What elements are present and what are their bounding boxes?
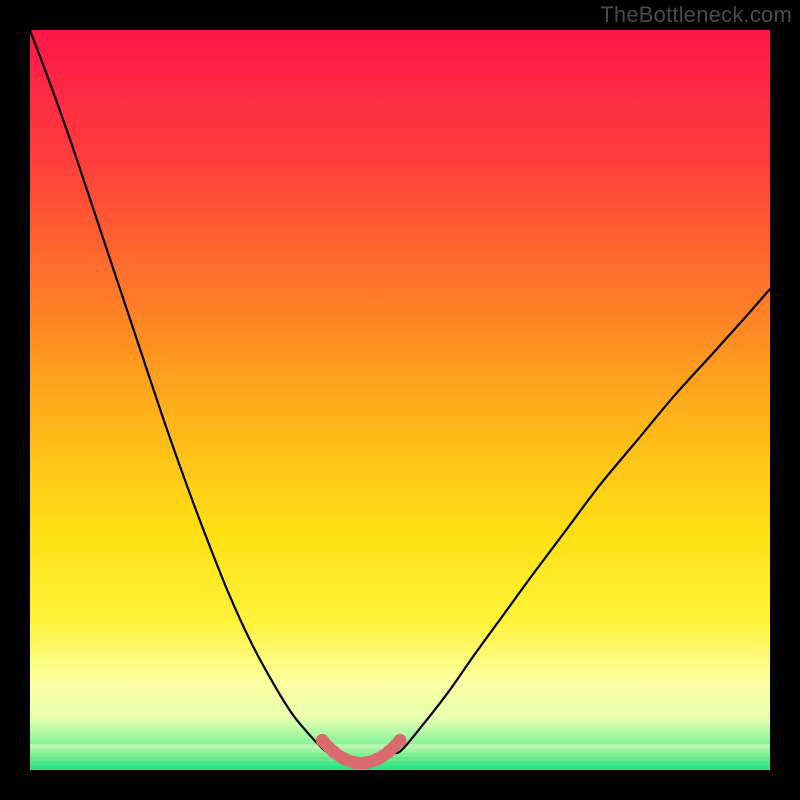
trough-bead [349, 756, 362, 769]
bottleneck-curve [30, 30, 770, 763]
figure-root: TheBottleneck.com [0, 0, 800, 800]
trough-bead [394, 734, 407, 747]
chart-curves-layer [30, 30, 770, 770]
trough-bead [327, 745, 340, 758]
watermark-text: TheBottleneck.com [600, 2, 792, 28]
chart-area [30, 30, 770, 770]
trough-bead [360, 756, 373, 769]
trough-bead [382, 745, 395, 758]
trough-bead [338, 752, 351, 765]
trough-bead [316, 734, 329, 747]
trough-bead [371, 752, 384, 765]
